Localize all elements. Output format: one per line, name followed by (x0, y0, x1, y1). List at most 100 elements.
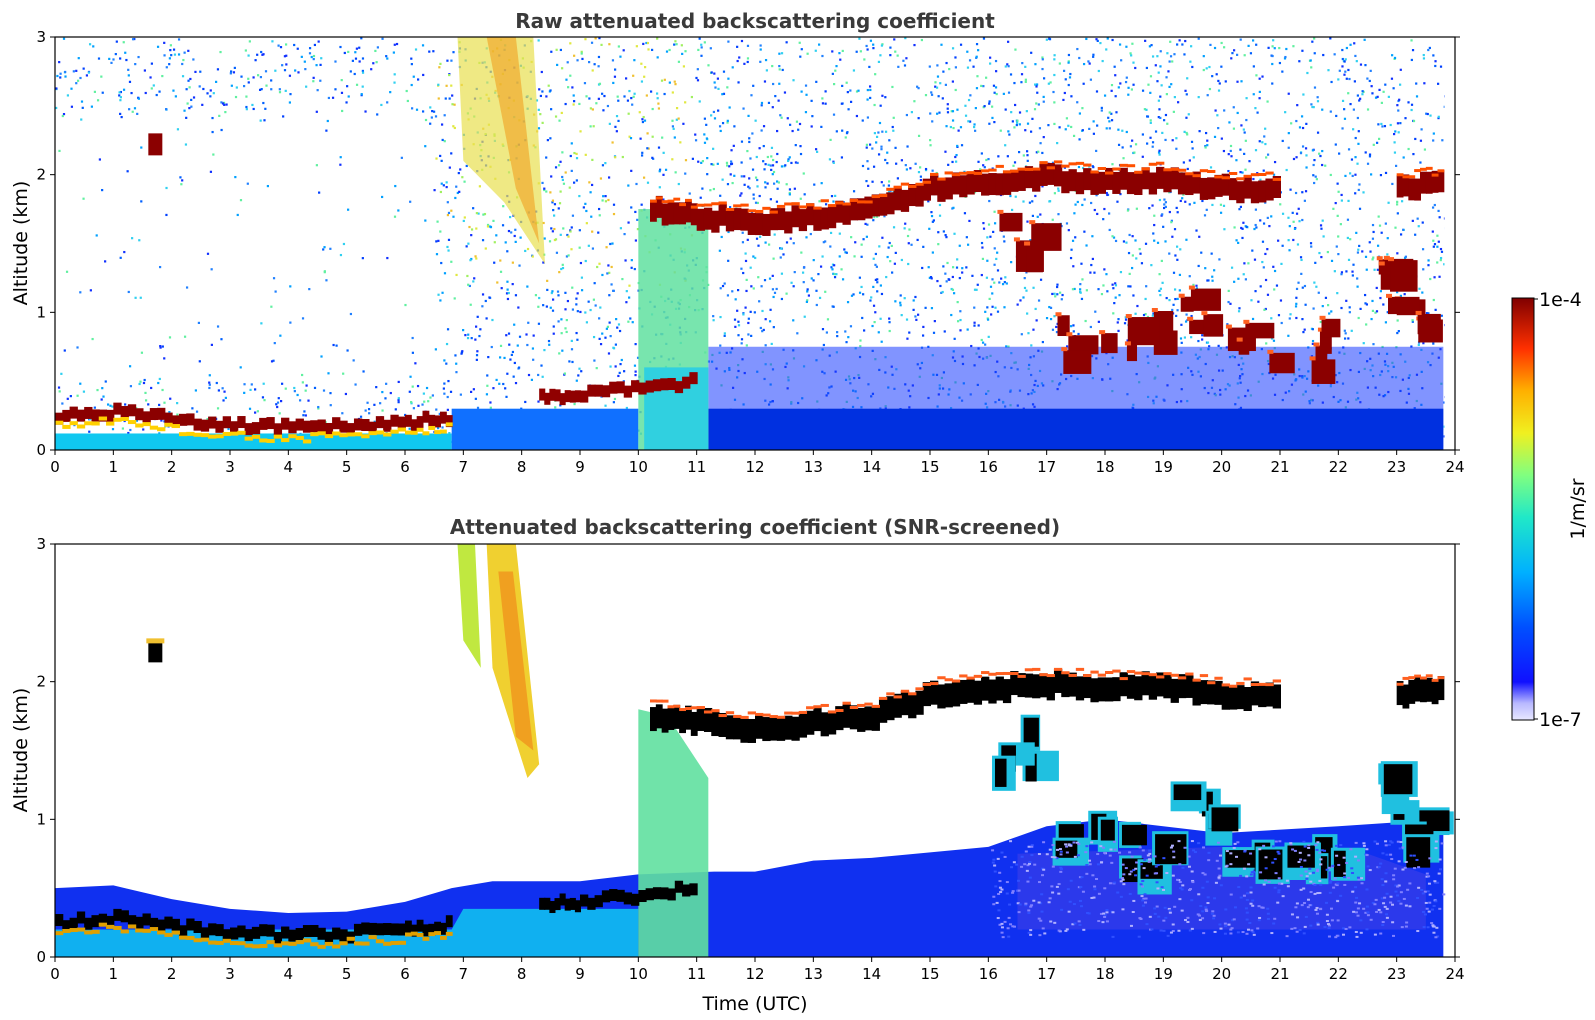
raw-noise-speck (1434, 64, 1437, 68)
raw-noise-speck (619, 227, 623, 230)
raw-noise-speck (783, 91, 787, 94)
raw-noise-speck (965, 236, 968, 239)
raw-noise-speck (1436, 245, 1439, 248)
raw-noise-speck (1423, 82, 1426, 85)
raw-noise-speck (888, 139, 891, 142)
raw-noise-speck (1070, 248, 1073, 251)
raw-noise-speck (1287, 216, 1290, 219)
raw-noise-speck (571, 308, 575, 311)
raw-noise-speck (90, 105, 94, 108)
raw-boundary-layer-edge (215, 434, 224, 439)
raw-noise-speck (161, 74, 164, 78)
raw-noise-speck (634, 343, 637, 346)
raw-noise-speck (514, 381, 518, 385)
raw-noise-speck (718, 249, 721, 252)
raw-noise-speck (575, 152, 578, 155)
raw-noise-speck (490, 345, 493, 349)
raw-noise-speck (567, 235, 570, 238)
raw-noise-speck (1394, 164, 1398, 167)
raw-noise-speck (1337, 190, 1340, 193)
raw-noise-speck (1429, 114, 1432, 117)
raw-noise-speck (905, 57, 908, 60)
raw-noise-speck (514, 294, 518, 297)
raw-noise-speck (208, 386, 211, 390)
raw-noise-speck (1108, 120, 1111, 123)
raw-noise-speck (758, 147, 761, 150)
raw-noise-speck (1197, 96, 1200, 99)
raw-noise-speck (1382, 90, 1385, 93)
raw-noise-speck (995, 92, 998, 96)
raw-boundary-layer (120, 406, 129, 419)
raw-noise-speck (1058, 126, 1061, 129)
raw-noise-speck (104, 380, 107, 383)
raw-noise-speck (1203, 214, 1207, 217)
raw-noise-speck (82, 67, 85, 70)
raw-noise-speck (1147, 83, 1150, 86)
raw-noise-speck (639, 137, 642, 140)
panel-raw-title: Raw attenuated backscattering coefficien… (515, 9, 995, 33)
raw-noise-speck (1247, 262, 1250, 265)
raw-noise-speck (589, 125, 592, 128)
raw-noise-speck (893, 38, 896, 41)
raw-noise-speck (764, 318, 767, 321)
raw-noise-speck (285, 54, 288, 57)
raw-noise-speck (1261, 75, 1264, 78)
raw-noise-speck (590, 183, 594, 187)
screened-boundary-layer (281, 926, 290, 939)
raw-noise-speck (1022, 200, 1025, 203)
raw-noise-speck (442, 387, 445, 390)
raw-noise-speck (713, 72, 716, 75)
raw-noise-speck (1065, 117, 1069, 120)
raw-noise-speck (65, 270, 69, 273)
raw-noise-speck (1097, 288, 1100, 291)
raw-noise-speck (1216, 114, 1219, 117)
raw-noise-speck (1255, 43, 1258, 46)
raw-noise-speck (1404, 255, 1408, 258)
raw-cloud-layer-top (1061, 164, 1070, 168)
raw-noise-speck (137, 97, 140, 100)
raw-noise-speck (216, 407, 220, 410)
screened-boundary-layer (434, 921, 441, 934)
raw-noise-speck (1301, 145, 1305, 148)
raw-noise-speck (410, 57, 413, 60)
raw-noise-speck (740, 140, 744, 143)
raw-noise-speck (1149, 121, 1152, 124)
raw-noise-speck (1197, 37, 1200, 40)
raw-cloud-layer (900, 189, 910, 212)
raw-noise-speck (133, 107, 137, 110)
raw-noise-speck (768, 320, 772, 323)
raw-cloud-layer (1105, 167, 1114, 190)
raw-noise-speck (133, 37, 136, 41)
raw-boundary-layer-edge (397, 427, 406, 432)
raw-noise-speck (888, 317, 891, 320)
raw-noise-speck (270, 88, 273, 91)
raw-noise-speck (1320, 227, 1323, 230)
raw-noise-speck (304, 68, 307, 71)
raw-noise-speck (206, 92, 209, 95)
raw-noise-speck (1054, 295, 1057, 298)
raw-boundary-layer (310, 420, 319, 433)
raw-noise-speck (301, 317, 305, 320)
raw-noise-speck (1372, 230, 1375, 234)
raw-boundary-layer (164, 412, 173, 425)
raw-cloud-layer (1431, 170, 1439, 193)
raw-noise-speck (346, 85, 349, 88)
raw-noise-speck (409, 375, 412, 378)
raw-cloud-layer (1272, 175, 1281, 198)
raw-noise-speck (1310, 103, 1313, 106)
raw-noise-speck (973, 191, 977, 194)
raw-cloud-layer (1002, 172, 1012, 195)
raw-noise-speck (556, 63, 559, 67)
raw-noise-speck (305, 384, 308, 387)
raw-noise-speck (982, 227, 986, 230)
raw-cloud-layer-top (951, 173, 961, 177)
raw-xtick-label: 16 (979, 458, 998, 476)
raw-noise-speck (1374, 311, 1377, 314)
raw-boundary-layer (302, 420, 312, 433)
raw-residual-layer (569, 390, 576, 403)
raw-noise-speck (700, 46, 703, 49)
raw-noise-speck (906, 337, 909, 340)
raw-noise-speck (541, 181, 544, 185)
raw-noise-speck (233, 66, 236, 70)
raw-noise-speck (476, 406, 480, 409)
